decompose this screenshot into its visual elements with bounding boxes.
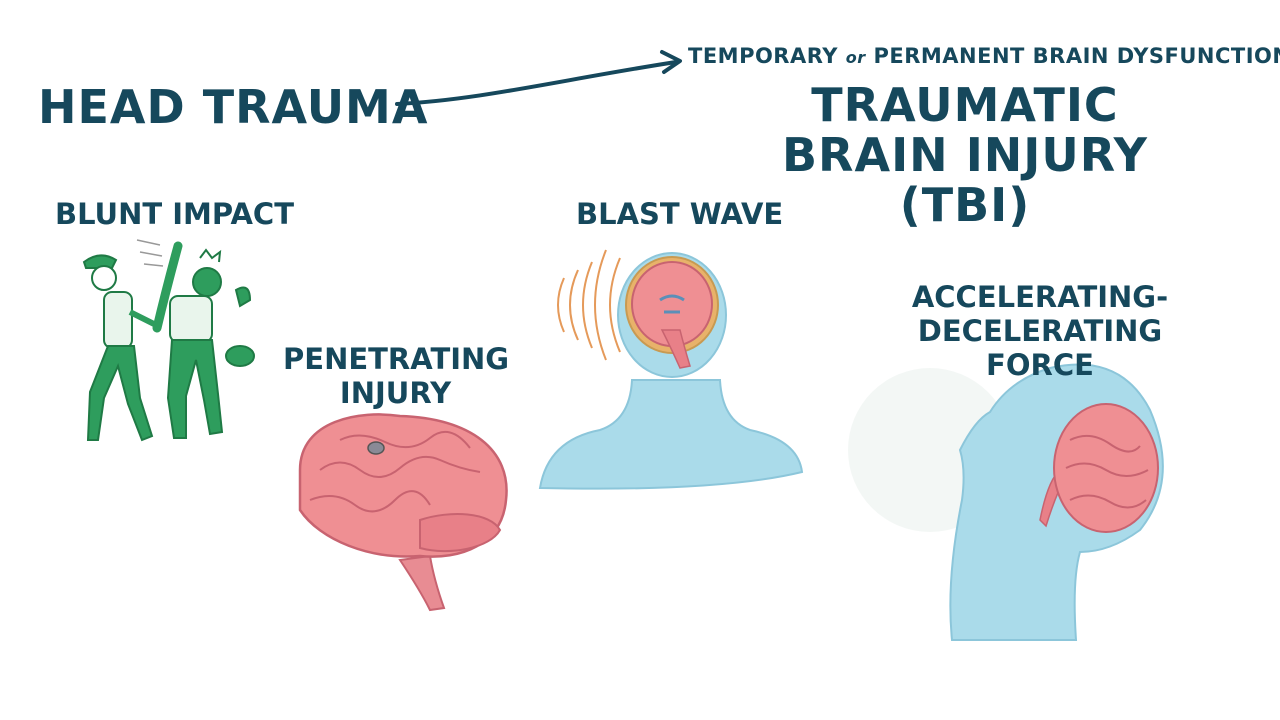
penetrating-injury-label: PENETRATING INJURY: [283, 342, 510, 410]
blunt-impact-illustration: [82, 239, 255, 442]
definition-line: TEMPORARY or PERMANENT BRAIN DYSFUNCTION: [688, 46, 1280, 67]
blunt-impact-label: BLUNT IMPACT: [55, 197, 294, 231]
penetrating-injury-brain: [298, 413, 508, 612]
acceleration-label: ACCELERATING-DECELERATING FORCE: [911, 280, 1169, 382]
acceleration-illustration: [848, 363, 1164, 641]
arrow: [395, 50, 682, 106]
definition-part-temporary: TEMPORARY: [688, 44, 838, 68]
tbi-title: TRAUMATIC BRAIN INJURY (TBI): [781, 78, 1148, 232]
blast-wave-illustration: [538, 249, 804, 490]
head-trauma-label: HEAD TRAUMA: [38, 80, 429, 134]
blast-wave-label: BLAST WAVE: [576, 197, 784, 231]
definition-part-permanent: PERMANENT BRAIN DYSFUNCTION: [873, 44, 1280, 68]
definition-connector: or: [845, 48, 866, 67]
